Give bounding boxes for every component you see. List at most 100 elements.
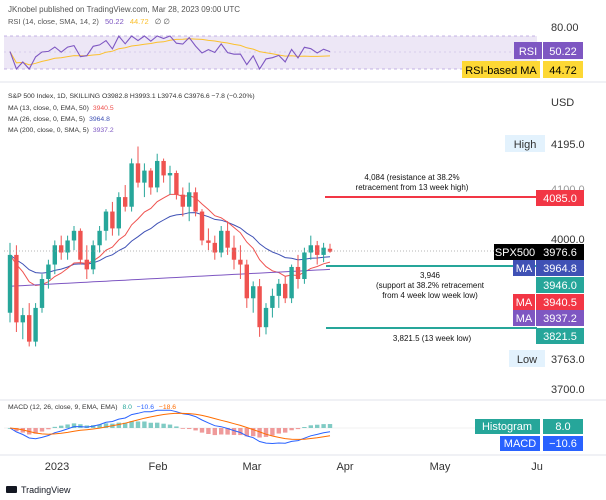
- candle-body: [225, 230, 230, 248]
- support-note-2: (support at 38.2% retracement: [376, 281, 485, 290]
- candle: [27, 303, 32, 347]
- candle-body: [123, 197, 128, 207]
- candle-body: [295, 266, 301, 279]
- candle-body: [52, 245, 57, 265]
- ma13-legend: MA (13, close, 0, EMA, 50) 3940.5: [8, 105, 114, 112]
- macd-histogram-bar: [212, 428, 217, 436]
- low-tag: [509, 350, 545, 367]
- candle-body: [161, 160, 166, 176]
- macd-histogram-bar: [302, 427, 307, 428]
- macd-histogram-bar: [39, 428, 45, 432]
- rsi-ma-value-tag: [543, 61, 583, 78]
- candle: [78, 228, 83, 265]
- candle-body: [231, 247, 237, 260]
- macd-histogram-bar: [315, 424, 320, 428]
- macd-histogram-bar: [295, 428, 301, 430]
- histogram-value-tag: [543, 419, 583, 434]
- candle-body: [199, 211, 205, 241]
- candle: [302, 247, 307, 284]
- candle: [148, 168, 153, 195]
- candle: [20, 307, 25, 340]
- resistance-note-2: retracement from 13 week high): [356, 183, 469, 192]
- macd-histogram-bar: [244, 428, 249, 437]
- resistance-value: 4085.0: [543, 193, 577, 205]
- candle-body: [276, 283, 281, 296]
- candle-body: [148, 170, 153, 188]
- histogram-value: 8.0: [555, 421, 570, 433]
- spx-value: 3976.6: [543, 247, 577, 259]
- macd-label: MACD: [504, 438, 536, 450]
- candle-body: [302, 252, 307, 279]
- candle: [123, 185, 128, 212]
- spx-label: SPX500: [495, 247, 535, 259]
- ma26-line: [9, 212, 331, 274]
- candle-body: [59, 245, 64, 253]
- candle: [59, 235, 64, 260]
- candle-body: [244, 264, 249, 299]
- rsi-value: 50.22: [549, 46, 577, 58]
- currency-label: USD: [551, 97, 574, 109]
- low13-tag: [536, 328, 584, 344]
- candle-body: [33, 307, 38, 342]
- high-label: High: [514, 139, 537, 151]
- candle: [155, 153, 160, 193]
- macd-histogram-bar: [103, 423, 109, 428]
- macd-histogram-bar: [308, 425, 313, 428]
- candle: [257, 279, 262, 337]
- ma200-tag: [513, 310, 535, 326]
- macd-histogram-bar: [33, 428, 38, 434]
- ma13-tag: [513, 294, 535, 310]
- spx-value-tag: [536, 244, 584, 260]
- candle: [244, 259, 249, 308]
- macd-histogram-bar: [289, 428, 294, 431]
- candle-body: [78, 230, 83, 260]
- candle: [263, 303, 269, 335]
- candle-body: [289, 266, 294, 299]
- candle-body: [238, 259, 243, 265]
- macd-histogram-bar: [270, 428, 275, 436]
- candle: [142, 163, 147, 198]
- candle-body: [14, 254, 19, 323]
- candle-body: [219, 230, 224, 253]
- low-label: Low: [517, 354, 537, 366]
- candle-body: [103, 211, 109, 231]
- macd-histogram-bar: [251, 428, 256, 437]
- tradingview-logo-icon: [6, 486, 17, 493]
- candle: [135, 146, 141, 188]
- macd-tag: [500, 436, 540, 451]
- rsi-ma-value: 44.72: [549, 65, 577, 77]
- ma26-value-tag: [536, 260, 584, 276]
- candle: [71, 226, 77, 251]
- rsi-ma-tag-label: RSI-based MA: [465, 65, 537, 77]
- candle: [231, 235, 237, 270]
- macd-histogram-bar: [52, 426, 57, 428]
- candle-body: [212, 242, 217, 253]
- ma200-tag-label: MA: [516, 313, 533, 325]
- candle: [199, 209, 205, 246]
- macd-histogram-bar: [135, 421, 141, 428]
- macd-histogram-bar: [321, 424, 326, 428]
- ma200-line: [9, 268, 331, 287]
- time-tick-mar: Mar: [243, 461, 262, 473]
- macd-histogram-bar: [238, 428, 243, 436]
- candle-body: [180, 194, 185, 207]
- candle: [116, 192, 121, 236]
- candle-body: [187, 192, 192, 207]
- candle: [129, 158, 134, 212]
- macd-histogram-bar: [276, 428, 281, 434]
- macd-histogram-bar: [219, 428, 224, 435]
- time-axis: 2023 Feb Mar Apr May Ju: [45, 461, 543, 473]
- candle: [52, 240, 57, 275]
- candle-body: [39, 279, 45, 308]
- macd-histogram-bar: [59, 425, 64, 428]
- macd-histogram-bar: [123, 422, 128, 428]
- axis-4000: 4000.0: [551, 234, 585, 246]
- macd-histogram-bar: [187, 428, 192, 430]
- candle-body: [129, 163, 134, 207]
- candle: [321, 242, 326, 263]
- candle-body: [327, 248, 333, 252]
- candle-body: [142, 170, 147, 183]
- macd-legend: MACD (12, 26, close, 9, EMA, EMA) 8.0 −1…: [8, 404, 176, 411]
- candle-body: [84, 259, 89, 270]
